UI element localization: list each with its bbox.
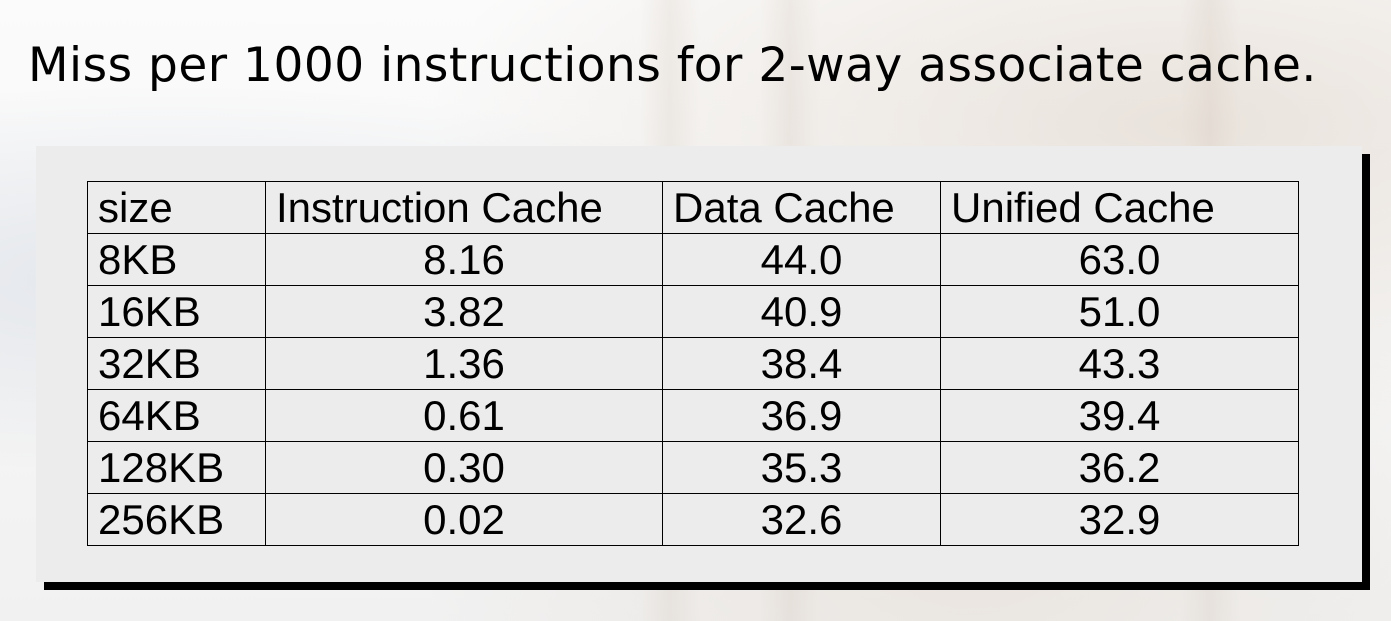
miss-rate-table: size Instruction Cache Data Cache Unifie… bbox=[87, 181, 1299, 546]
cell-data-cache: 40.9 bbox=[662, 285, 941, 338]
header-data-cache: Data Cache bbox=[662, 181, 941, 234]
table-row: 8KB 8.16 44.0 63.0 bbox=[87, 233, 1299, 286]
table-row: 128KB 0.30 35.3 36.2 bbox=[87, 441, 1299, 494]
header-unified-cache: Unified Cache bbox=[940, 181, 1299, 234]
cell-instruction-cache: 8.16 bbox=[265, 233, 663, 286]
cell-instruction-cache: 0.30 bbox=[265, 441, 663, 494]
cell-size: 32KB bbox=[87, 337, 266, 390]
cell-size: 16KB bbox=[87, 285, 266, 338]
cell-size: 256KB bbox=[87, 493, 266, 546]
cell-data-cache: 38.4 bbox=[662, 337, 941, 390]
cell-instruction-cache: 3.82 bbox=[265, 285, 663, 338]
slide-title: Miss per 1000 instructions for 2-way ass… bbox=[28, 38, 1317, 93]
cell-data-cache: 44.0 bbox=[662, 233, 941, 286]
table-row: 256KB 0.02 32.6 32.9 bbox=[87, 493, 1299, 546]
cell-instruction-cache: 0.02 bbox=[265, 493, 663, 546]
table-panel: size Instruction Cache Data Cache Unifie… bbox=[36, 146, 1362, 582]
cell-instruction-cache: 1.36 bbox=[265, 337, 663, 390]
cell-size: 128KB bbox=[87, 441, 266, 494]
cell-unified-cache: 51.0 bbox=[940, 285, 1299, 338]
cell-unified-cache: 32.9 bbox=[940, 493, 1299, 546]
cell-unified-cache: 39.4 bbox=[940, 389, 1299, 442]
cell-unified-cache: 36.2 bbox=[940, 441, 1299, 494]
cell-size: 64KB bbox=[87, 389, 266, 442]
table-header-row: size Instruction Cache Data Cache Unifie… bbox=[87, 181, 1299, 234]
header-instruction-cache: Instruction Cache bbox=[265, 181, 663, 234]
cell-data-cache: 36.9 bbox=[662, 389, 941, 442]
cell-data-cache: 35.3 bbox=[662, 441, 941, 494]
table-row: 16KB 3.82 40.9 51.0 bbox=[87, 285, 1299, 338]
cell-size: 8KB bbox=[87, 233, 266, 286]
cell-instruction-cache: 0.61 bbox=[265, 389, 663, 442]
table-row: 32KB 1.36 38.4 43.3 bbox=[87, 337, 1299, 390]
cell-unified-cache: 43.3 bbox=[940, 337, 1299, 390]
header-size: size bbox=[87, 181, 266, 234]
cell-unified-cache: 63.0 bbox=[940, 233, 1299, 286]
table-row: 64KB 0.61 36.9 39.4 bbox=[87, 389, 1299, 442]
cell-data-cache: 32.6 bbox=[662, 493, 941, 546]
